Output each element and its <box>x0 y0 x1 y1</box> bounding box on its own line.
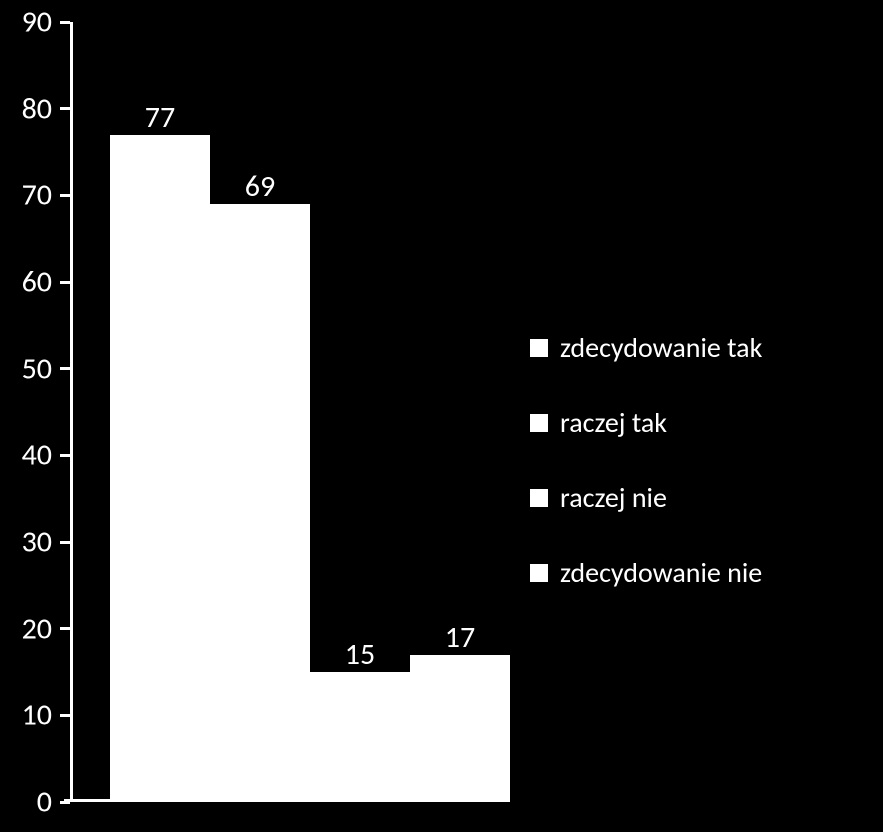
y-tick-label: 30 <box>0 524 52 561</box>
y-tick <box>60 194 70 197</box>
y-tick-label: 60 <box>0 264 52 301</box>
bar <box>210 204 310 802</box>
y-tick-label: 40 <box>0 437 52 474</box>
bar-value-label: 77 <box>145 99 175 136</box>
legend-item: zdecydowanie nie <box>530 555 762 590</box>
y-tick <box>60 281 70 284</box>
legend-item: raczej tak <box>530 405 667 440</box>
legend-item: raczej nie <box>530 480 667 515</box>
y-axis <box>70 22 73 802</box>
y-tick-label: 80 <box>0 90 52 127</box>
legend-marker-icon <box>530 489 548 507</box>
legend-marker-icon <box>530 564 548 582</box>
bar <box>310 672 410 802</box>
y-tick <box>60 107 70 110</box>
bar-value-label: 69 <box>245 168 275 205</box>
bar-chart: 0 10 20 30 40 50 60 70 80 90 77 69 15 17 zdecydowanie … <box>0 0 883 832</box>
y-tick-label: 50 <box>0 350 52 387</box>
y-tick-label: 90 <box>0 4 52 41</box>
y-tick <box>60 627 70 630</box>
y-tick-label: 10 <box>0 697 52 734</box>
y-tick-label: 20 <box>0 610 52 647</box>
y-tick <box>60 367 70 370</box>
bar-value-label: 17 <box>445 619 475 656</box>
y-tick-label: 70 <box>0 177 52 214</box>
legend-label: raczej nie <box>560 480 667 515</box>
y-tick-label: 0 <box>0 784 52 821</box>
bar <box>110 135 210 802</box>
y-tick <box>60 21 70 24</box>
bar-value-label: 15 <box>345 636 375 673</box>
legend-label: zdecydowanie nie <box>560 555 762 590</box>
y-tick <box>60 801 70 804</box>
legend-marker-icon <box>530 339 548 357</box>
y-tick <box>60 454 70 457</box>
bar <box>410 655 510 802</box>
legend-label: zdecydowanie tak <box>560 330 762 365</box>
legend-item: zdecydowanie tak <box>530 330 762 365</box>
legend-marker-icon <box>530 414 548 432</box>
legend-label: raczej tak <box>560 405 667 440</box>
y-tick <box>60 714 70 717</box>
y-tick <box>60 541 70 544</box>
